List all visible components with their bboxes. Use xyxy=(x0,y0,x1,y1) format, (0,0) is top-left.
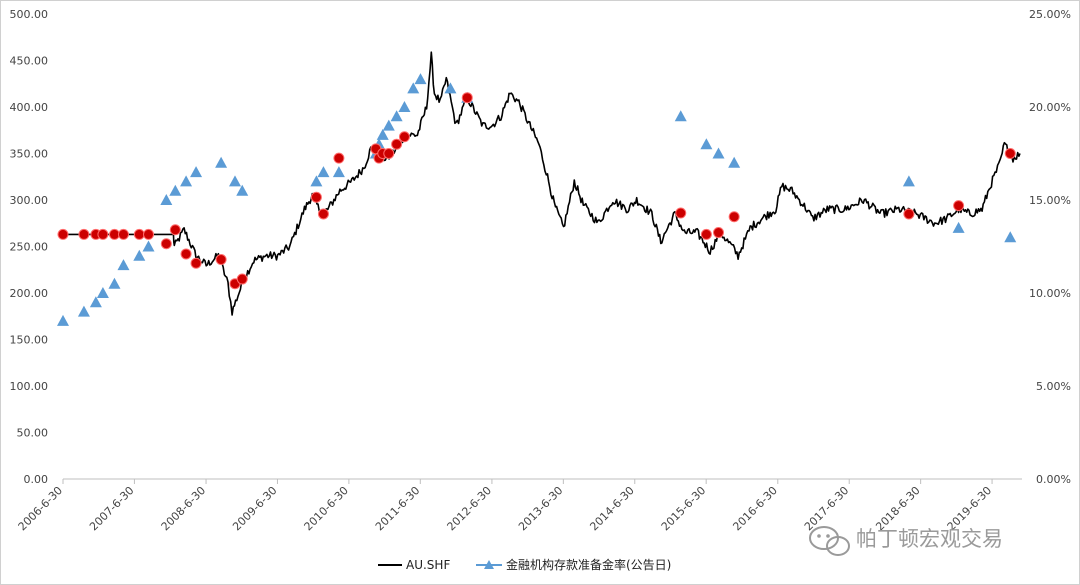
rrr-triangle-marker xyxy=(398,101,411,112)
rrr-triangle-marker xyxy=(89,296,102,308)
announcement-circle-marker xyxy=(903,208,915,220)
rrr-triangle-marker xyxy=(902,175,915,187)
rrr-triangle-marker xyxy=(133,249,146,261)
rrr-triangle-marker xyxy=(728,156,741,168)
rrr-triangle-marker xyxy=(390,110,403,122)
announcement-circle-marker xyxy=(317,208,329,220)
rrr-triangle-marker xyxy=(414,73,427,85)
rrr-triangle-marker xyxy=(712,147,725,159)
announcement-circle-marker xyxy=(236,273,248,285)
left-tick-label: 300.00 xyxy=(10,194,49,207)
announcement-circle-marker xyxy=(169,224,181,236)
announcement-circle-marker xyxy=(117,228,129,240)
rrr-triangle-marker xyxy=(700,138,713,150)
rrr-triangle-marker xyxy=(952,221,965,233)
left-tick-label: 50.00 xyxy=(17,427,49,440)
rrr-triangle-marker xyxy=(77,305,90,317)
announcement-circle-marker xyxy=(108,228,120,240)
rrr-triangle-marker xyxy=(190,166,203,178)
left-tick-label: 250.00 xyxy=(10,241,49,254)
rrr-triangle-marker xyxy=(317,166,330,178)
legend-label-au: AU.SHF xyxy=(406,558,450,572)
announcement-circle-marker xyxy=(675,207,687,219)
rrr-triangle-marker xyxy=(160,194,173,205)
announcement-circle-marker xyxy=(713,227,725,239)
announcement-circle-marker xyxy=(383,148,395,159)
left-tick-label: 200.00 xyxy=(10,287,49,300)
left-tick-label: 400.00 xyxy=(10,101,49,114)
right-axis: 0.00% 5.00% 10.00% 15.00% 20.00% 25.00% xyxy=(1029,8,1071,486)
announcement-circle-marker xyxy=(728,211,740,223)
plot-area xyxy=(57,51,1021,326)
rrr-triangle-marker xyxy=(96,287,109,298)
announcement-circle-marker xyxy=(78,228,90,240)
rrr-triangle-marker xyxy=(228,175,241,187)
rrr-triangle-marker xyxy=(674,110,687,122)
announcement-circle-marker xyxy=(133,228,145,240)
legend: AU.SHF 金融机构存款准备金率(公告日) xyxy=(378,557,671,572)
wechat-icon xyxy=(809,526,850,556)
left-axis: 0.00 50.00 100.00 150.00 200.00 250.00 300.00 3… xyxy=(10,8,49,486)
rrr-triangle-marker xyxy=(444,82,457,94)
series-line-au-shf xyxy=(63,51,1021,316)
left-tick-label: 350.00 xyxy=(10,148,49,161)
watermark: 帕丁顿宏观交易 xyxy=(809,526,1003,556)
announcement-circle-marker xyxy=(215,254,227,266)
right-tick-label: 5.00% xyxy=(1036,380,1071,393)
rrr-triangle-marker xyxy=(117,259,130,271)
announcement-circle-marker xyxy=(97,228,109,240)
announcement-circle-marker xyxy=(953,200,965,212)
announcement-circle-marker xyxy=(398,131,410,143)
rrr-triangle-marker xyxy=(236,184,249,196)
announcement-circle-marker xyxy=(461,92,473,104)
right-tick-label: 15.00% xyxy=(1029,194,1071,207)
left-tick-label: 450.00 xyxy=(10,55,49,68)
rrr-triangle-marker xyxy=(180,175,193,187)
right-tick-label: 0.00% xyxy=(1036,473,1071,486)
announcement-circle-marker xyxy=(700,228,712,240)
rrr-triangle-marker xyxy=(108,277,121,289)
rrr-triangle-marker xyxy=(142,240,155,252)
legend-triangle-icon xyxy=(484,560,494,569)
announcement-circle-marker xyxy=(310,191,322,203)
announcement-circle-marker xyxy=(143,228,155,240)
left-tick-label: 500.00 xyxy=(10,8,49,21)
rrr-triangle-marker xyxy=(332,166,345,178)
rrr-triangle-marker xyxy=(215,156,228,168)
left-tick-label: 150.00 xyxy=(10,334,49,347)
announcement-circle-marker xyxy=(333,152,345,164)
rrr-triangle-marker xyxy=(57,314,69,326)
announcement-circle-marker xyxy=(160,238,172,250)
rrr-triangle-marker xyxy=(1004,231,1017,243)
right-tick-label: 10.00% xyxy=(1029,287,1071,300)
rrr-triangle-marker xyxy=(310,175,323,187)
legend-label-rrr: 金融机构存款准备金率(公告日) xyxy=(506,557,671,572)
rrr-triangle-marker xyxy=(382,119,395,131)
left-tick-label: 100.00 xyxy=(10,380,49,393)
announcement-circle-marker xyxy=(180,248,192,260)
right-tick-label: 25.00% xyxy=(1029,8,1071,21)
left-tick-label: 0.00 xyxy=(24,473,49,486)
right-tick-label: 20.00% xyxy=(1029,101,1071,114)
rrr-triangle-marker xyxy=(407,82,420,94)
announcement-circle-marker xyxy=(391,138,403,150)
rrr-triangle-marker xyxy=(169,184,182,196)
announcement-circle-marker xyxy=(1004,148,1016,159)
watermark-text: 帕丁顿宏观交易 xyxy=(856,527,1003,551)
announcement-circle-marker xyxy=(57,228,69,240)
rrr-triangle-marker xyxy=(376,128,389,140)
announcement-circle-marker xyxy=(190,257,202,269)
